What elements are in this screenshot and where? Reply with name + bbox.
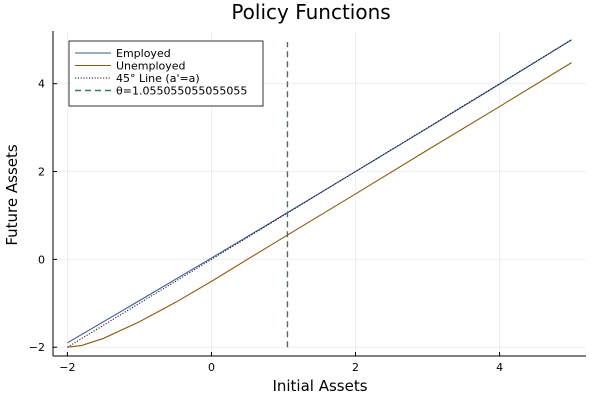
axes: −2 0 2 4 −2 0 2 4 — [29, 31, 586, 374]
y-tick-label: 2 — [38, 166, 45, 179]
x-tick-label: 0 — [208, 361, 215, 374]
x-tick-label: −2 — [59, 361, 75, 374]
legend-box — [68, 40, 264, 107]
legend-label-2: Unemployed — [116, 60, 186, 73]
series-line-2 — [67, 62, 572, 348]
series-line-3 — [67, 39, 572, 348]
x-axis-label: Initial Assets — [272, 377, 367, 395]
legend-label-3: 45° Line (a'=a) — [116, 72, 200, 85]
x-tick-label: 2 — [352, 361, 359, 374]
plot-area — [67, 39, 572, 348]
chart-title: Policy Functions — [231, 0, 390, 24]
y-tick-label: 0 — [38, 253, 45, 266]
legend-label-1: Employed — [116, 47, 171, 60]
x-tick-label: 4 — [496, 361, 503, 374]
y-axis-label: Future Assets — [3, 144, 21, 246]
y-tick-label: −2 — [29, 341, 45, 354]
series-line-1 — [67, 39, 572, 344]
legend-label-4: θ=1.055055055055055 — [116, 85, 247, 98]
y-tick-label: 4 — [38, 78, 45, 91]
